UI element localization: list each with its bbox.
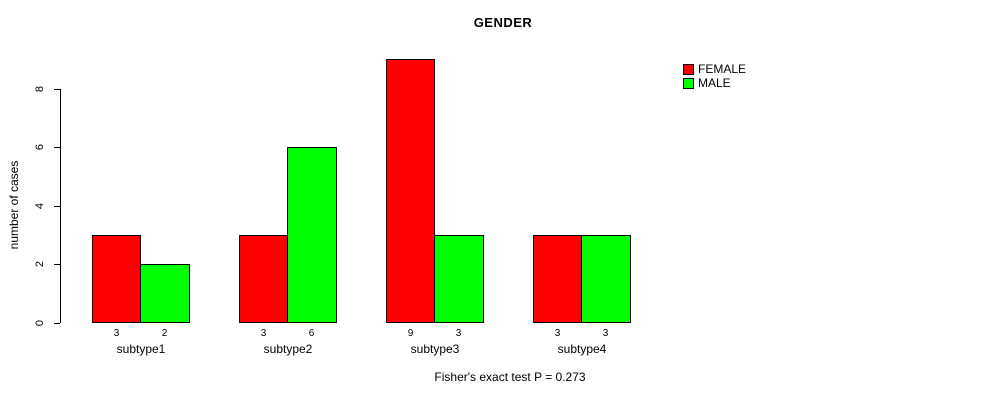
y-axis-tick-label: 6 (34, 143, 46, 151)
y-axis-tick-label: 8 (34, 85, 46, 93)
category-label: subtype2 (263, 342, 313, 356)
category-label: subtype1 (116, 342, 166, 356)
legend-swatch-male (683, 78, 694, 89)
y-axis-tick-label: 2 (34, 260, 46, 268)
bar-value-label: 3 (113, 328, 120, 339)
y-axis-tick (54, 147, 60, 148)
bar-female-subtype1 (92, 235, 141, 323)
legend-label: FEMALE (698, 62, 747, 76)
bar-value-label: 3 (602, 328, 609, 339)
bar-value-label: 3 (455, 328, 462, 339)
legend-item-female: FEMALE (683, 63, 746, 76)
y-axis-line (60, 88, 61, 323)
bar-value-label: 9 (407, 328, 414, 339)
y-axis-tick-label: 4 (34, 202, 46, 210)
legend: FEMALE MALE (683, 63, 746, 90)
bar-female-subtype3 (386, 59, 435, 323)
chart-title: GENDER (473, 15, 533, 30)
y-axis-tick-label: 0 (34, 319, 46, 327)
legend-item-male: MALE (683, 77, 746, 90)
y-axis-tick (54, 264, 60, 265)
legend-label: MALE (698, 76, 731, 90)
y-axis-tick (54, 323, 60, 324)
bar-male-subtype1 (140, 264, 190, 323)
bar-value-label: 6 (308, 328, 315, 339)
bar-value-label: 2 (161, 328, 168, 339)
annotation-text: Fisher's exact test P = 0.273 (434, 370, 586, 384)
bar-male-subtype3 (434, 235, 484, 323)
bar-value-label: 3 (260, 328, 267, 339)
y-axis-tick (54, 206, 60, 207)
bar-male-subtype4 (581, 235, 631, 323)
category-label: subtype4 (557, 342, 607, 356)
legend-swatch-female (683, 64, 694, 75)
bar-female-subtype2 (239, 235, 288, 323)
y-axis-tick (54, 89, 60, 90)
bar-value-label: 3 (554, 328, 561, 339)
category-label: subtype3 (410, 342, 460, 356)
bar-female-subtype4 (533, 235, 582, 323)
bar-male-subtype2 (287, 147, 337, 323)
